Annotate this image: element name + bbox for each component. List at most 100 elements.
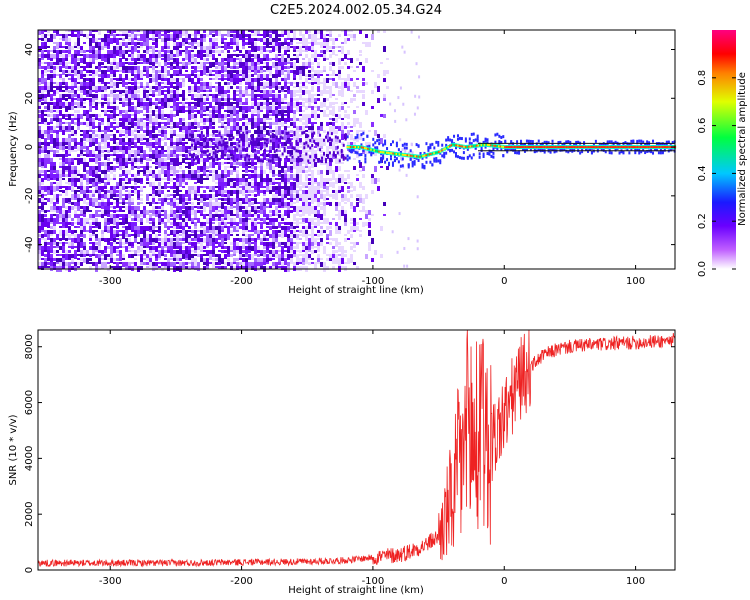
spectrogram-cell	[143, 130, 146, 133]
spectrogram-cell	[233, 142, 236, 145]
spectrogram-cell	[194, 258, 197, 262]
spectrogram-cell	[200, 198, 203, 203]
spectrogram-cell	[137, 102, 140, 107]
spectrogram-cell	[98, 166, 101, 172]
spectrogram-cell	[329, 122, 332, 125]
spectrogram-cell	[278, 186, 281, 190]
spectrogram-cell	[107, 198, 110, 203]
spectrogram-cell	[281, 30, 284, 36]
spectrogram-cell	[239, 178, 242, 182]
spectrogram-cell	[161, 38, 164, 42]
spectrogram-cell	[278, 58, 281, 64]
spectrogram-cell	[92, 166, 95, 172]
spectrogram-cell	[173, 246, 176, 249]
spectrogram-cell	[242, 154, 245, 159]
spectrogram-cell	[104, 130, 107, 134]
spectrogram-cell	[251, 54, 254, 57]
spectrogram-cell	[290, 102, 293, 107]
spectrogram-cell	[155, 58, 158, 64]
spectrogram-cell	[140, 198, 143, 201]
spectrogram-cell	[329, 154, 332, 160]
spectrogram-cell	[98, 186, 101, 192]
spectrogram-cell	[305, 174, 308, 180]
spectrogram-cell	[104, 202, 107, 207]
spectrogram-cell	[47, 154, 50, 159]
spectrogram-cell	[173, 190, 176, 193]
spectrogram-cell	[335, 38, 338, 41]
spectrogram-cell	[305, 86, 308, 89]
spectrogram-cell	[257, 70, 260, 73]
spectrogram-cell	[38, 258, 41, 260]
spectrogram-cell	[338, 106, 341, 112]
spectrogram-cell	[194, 222, 197, 226]
spectrogram-cell	[140, 214, 143, 217]
spectrogram-cell	[107, 42, 110, 48]
spectrogram-cell	[38, 102, 41, 106]
spectrogram-cell	[65, 34, 68, 39]
spectrogram-cell	[320, 242, 323, 246]
spectrogram-cell	[236, 258, 239, 261]
spectrogram-cell	[224, 58, 227, 61]
spectrogram-cell	[83, 134, 86, 140]
spectrogram-cell	[335, 202, 338, 206]
spectrogram-cell	[116, 194, 119, 197]
spectrogram-cell	[152, 126, 155, 132]
spectrogram-cell	[158, 182, 161, 188]
spectrogram-cell	[206, 218, 209, 224]
spectrogram-cell	[203, 238, 206, 243]
spectrogram-cell	[185, 50, 188, 56]
spectrogram-cell	[170, 118, 173, 124]
spectrogram-cell	[149, 166, 152, 168]
spectrogram-cell	[95, 230, 98, 232]
spectrogram-cell	[74, 166, 77, 172]
spectrogram-cell	[287, 234, 290, 239]
spectrogram-cell	[224, 198, 227, 201]
spectrogram-cell	[74, 106, 77, 108]
spectrogram-cell	[89, 182, 92, 184]
spectrogram-cell	[257, 126, 260, 132]
spectrogram-cell	[311, 126, 314, 131]
spectrogram-cell	[152, 246, 155, 252]
spectrogram-cell	[107, 174, 110, 180]
spectrogram-cell	[158, 142, 161, 148]
spectrogram-cell	[173, 202, 176, 207]
spectrogram-cell	[119, 234, 122, 236]
spectrogram-cell	[284, 82, 287, 87]
spectrogram-cell	[269, 166, 272, 171]
spectrogram-cell	[83, 42, 86, 44]
spectrogram-cell	[71, 102, 74, 106]
spectrogram-cell	[260, 58, 263, 63]
spectrogram-cell	[335, 166, 338, 172]
spectrogram-cell	[263, 78, 266, 80]
spectrogram-cell	[284, 190, 287, 196]
spectrogram-cell	[131, 226, 134, 231]
spectrogram-cell	[296, 42, 299, 44]
spectrogram-cell	[218, 174, 221, 178]
spectrogram-cell	[314, 70, 317, 76]
spectrogram-cell	[314, 50, 317, 55]
spectrogram-cell	[101, 146, 104, 149]
spectrogram-cell	[293, 102, 296, 108]
spectrogram-cell	[68, 162, 71, 168]
spectrogram-cell	[221, 202, 224, 207]
spectrogram-cell	[245, 250, 248, 256]
spectrogram-cell	[77, 126, 80, 130]
spectrogram-cell	[62, 202, 65, 207]
spectrogram-cell	[251, 158, 254, 162]
spectrogram-cell	[68, 78, 71, 80]
spectrogram-cell	[98, 222, 101, 227]
spectrogram-cell	[155, 62, 158, 64]
spectrogram-cell	[170, 194, 173, 196]
spectrogram-cell	[86, 218, 89, 223]
spectrogram-cell	[206, 238, 209, 243]
spectrogram-cell	[68, 46, 71, 51]
spectrogram-cell	[269, 154, 272, 158]
spectrogram-cell	[131, 122, 134, 127]
spectrogram-cell	[323, 54, 326, 59]
spectrogram-cell	[209, 30, 212, 35]
spectrogram-cell	[242, 118, 245, 120]
spectrogram-cell	[59, 38, 62, 40]
spectrogram-cell	[230, 158, 233, 161]
spectrogram-cell	[305, 74, 308, 77]
spectrogram-cell	[47, 50, 50, 54]
